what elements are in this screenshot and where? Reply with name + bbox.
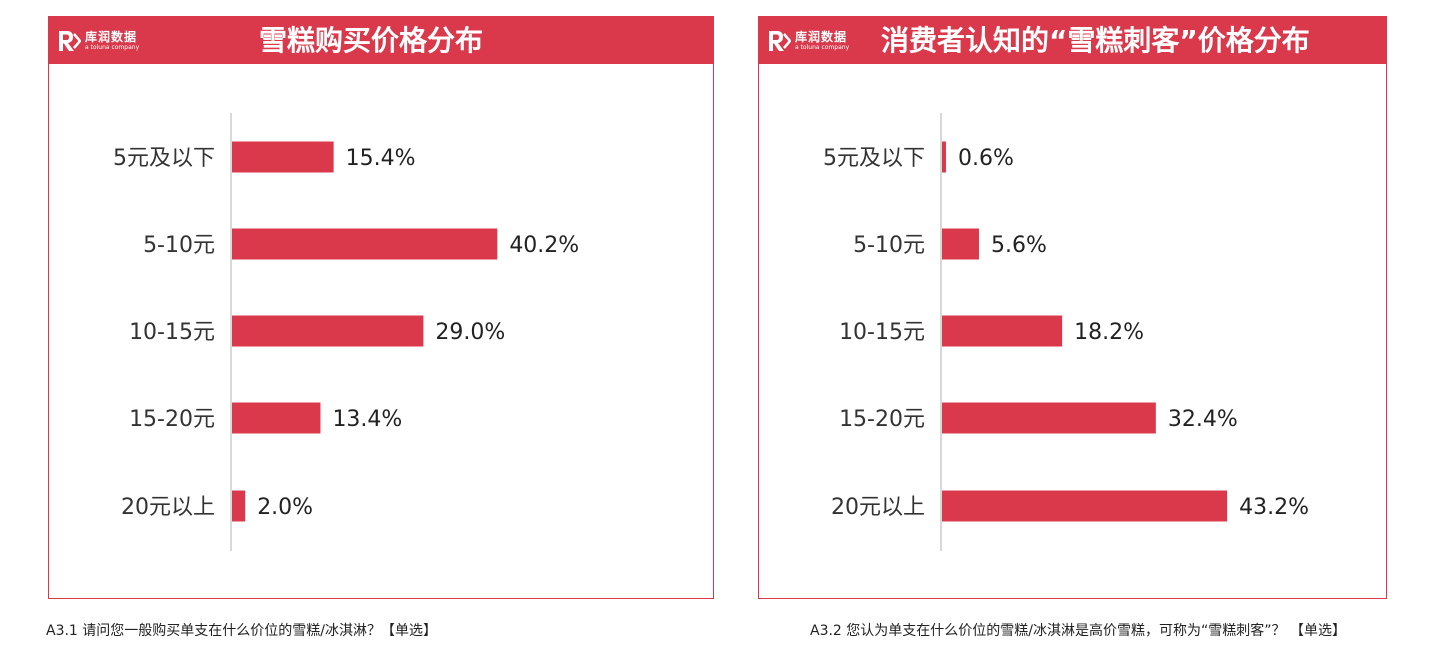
- category-label: 10-15元: [129, 320, 215, 345]
- bar: [942, 402, 1156, 434]
- brand-logo: 库润数据 a toluna company: [57, 29, 139, 53]
- category-label: 15-20元: [129, 407, 215, 432]
- bar: [942, 315, 1063, 347]
- category-label: 5元及以下: [113, 146, 215, 171]
- chart-title: 雪糕购买价格分布: [259, 24, 484, 57]
- bar: [232, 402, 321, 434]
- data-label: 32.4%: [1168, 407, 1238, 432]
- data-label: 18.2%: [1074, 320, 1144, 345]
- question-caption-a3-1: A3.1 请问您一般购买单支在什么价位的雪糕/冰淇淋？【单选】: [46, 623, 438, 639]
- logo-mark-icon: [769, 31, 791, 51]
- brand-tagline: a toluna company: [795, 44, 850, 51]
- category-label: 5-10元: [853, 233, 925, 258]
- bar: [232, 315, 424, 347]
- brand-tagline: a toluna company: [85, 44, 140, 51]
- brand-logo: 库润数据 a toluna company: [767, 29, 849, 53]
- category-label: 15-20元: [839, 407, 925, 432]
- data-label: 13.4%: [332, 407, 402, 432]
- data-label: 2.0%: [257, 495, 313, 520]
- data-label: 43.2%: [1239, 495, 1309, 520]
- category-label: 5-10元: [143, 233, 215, 258]
- brand-name: 库润数据: [795, 30, 848, 44]
- bar: [232, 228, 498, 260]
- bar: [942, 490, 1228, 522]
- data-label: 29.0%: [435, 320, 505, 345]
- bar: [232, 490, 246, 522]
- chart-panel-purchase-price: 库润数据 a toluna company 雪糕购买价格分布 5元及以下 15.4…: [48, 16, 714, 599]
- chart-title: 消费者认知的“雪糕刺客”价格分布: [881, 24, 1310, 57]
- data-label: 5.6%: [991, 233, 1047, 258]
- bar: [942, 141, 946, 173]
- brand-name: 库润数据: [85, 30, 138, 44]
- category-label: 10-15元: [839, 320, 925, 345]
- logo-mark-icon: [59, 31, 81, 51]
- panel-header: 库润数据 a toluna company 雪糕购买价格分布: [49, 17, 713, 64]
- question-caption-a3-2: A3.2 您认为单支在什么价位的雪糕/冰淇淋是高价雪糕，可称为“雪糕刺客”？ 【…: [810, 623, 1346, 639]
- data-label: 15.4%: [346, 146, 416, 171]
- bar: [942, 228, 979, 260]
- data-label: 40.2%: [509, 233, 579, 258]
- bar: [232, 141, 334, 173]
- chart-panel-assassin-price: 库润数据 a toluna company 消费者认知的“雪糕刺客”价格分布 5…: [758, 16, 1387, 599]
- bar-chart-purchase-price: 5元及以下 15.4% 5-10元 40.2% 10-15元 29.0% 15-20元 13.…: [113, 113, 579, 551]
- category-label: 20元以上: [121, 495, 215, 520]
- category-label: 5元及以下: [823, 146, 925, 171]
- category-label: 20元以上: [831, 495, 925, 520]
- panel-header: 库润数据 a toluna company 消费者认知的“雪糕刺客”价格分布: [759, 17, 1386, 64]
- data-label: 0.6%: [958, 146, 1014, 171]
- bar-chart-assassin-price: 5元及以下 0.6% 5-10元 5.6% 10-15元 18.2% 15-20元 32.4%…: [823, 113, 1309, 551]
